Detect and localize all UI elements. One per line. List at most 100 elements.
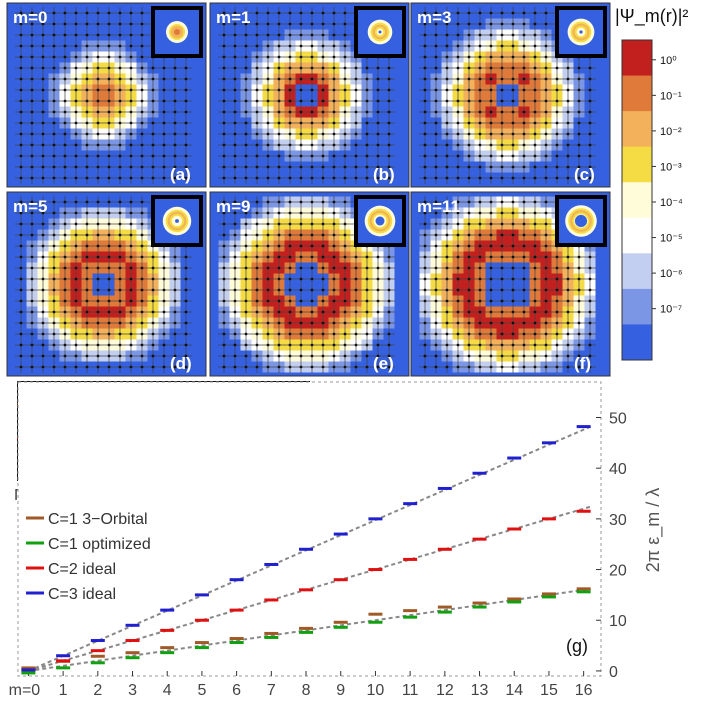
lattice-site (299, 22, 303, 26)
lattice-site (577, 77, 581, 81)
lattice-site (96, 154, 100, 158)
lattice-site (489, 154, 493, 158)
lattice-site (489, 99, 493, 103)
lattice-site (343, 343, 347, 347)
lattice-site (255, 365, 259, 369)
lattice-site (387, 143, 391, 147)
lattice-site (222, 266, 226, 270)
lattice-site (233, 110, 237, 114)
lattice-site (299, 55, 303, 59)
lattice-site (467, 310, 471, 314)
lattice-site (387, 121, 391, 125)
lattice-site (129, 66, 133, 70)
lattice-site (299, 354, 303, 358)
lattice-site (184, 299, 188, 303)
lattice-site (288, 55, 292, 59)
lattice-site (555, 77, 559, 81)
lattice-site (343, 176, 347, 180)
lattice-site (19, 211, 23, 215)
lattice-site (63, 321, 67, 325)
lattice-site (129, 33, 133, 37)
lattice-site (489, 22, 493, 26)
lattice-site (85, 77, 89, 81)
lattice-site (255, 233, 259, 237)
lattice-site (299, 310, 303, 314)
lattice-site (184, 99, 188, 103)
lattice-site (533, 110, 537, 114)
lattice-site (511, 354, 515, 358)
lattice-site (354, 343, 358, 347)
lattice-site (52, 299, 56, 303)
lattice-site (184, 332, 188, 336)
lattice-site (478, 233, 482, 237)
lattice-site (277, 211, 281, 215)
lattice-site (310, 354, 314, 358)
lattice-site (310, 299, 314, 303)
lattice-site (467, 244, 471, 248)
lattice-site (332, 110, 336, 114)
lattice-site (140, 321, 144, 325)
lattice-site (129, 233, 133, 237)
lattice-site (233, 365, 237, 369)
density-panel-c: m=3 (c) (410, 2, 611, 188)
lattice-site (129, 11, 133, 15)
lattice-site (19, 154, 23, 158)
lattice-site (310, 266, 314, 270)
lattice-site (332, 143, 336, 147)
lattice-site (266, 288, 270, 292)
lattice-site (577, 332, 581, 336)
lattice-site (233, 176, 237, 180)
lattice-site (129, 22, 133, 26)
lattice-site (151, 165, 155, 169)
lattice-site (266, 66, 270, 70)
lattice-site (354, 277, 358, 281)
lattice-site (96, 365, 100, 369)
lattice-site (85, 132, 89, 136)
lattice-site (544, 77, 548, 81)
lattice-site (74, 233, 78, 237)
lattice-site (173, 77, 177, 81)
lattice-site (343, 310, 347, 314)
lattice-site (321, 11, 325, 15)
lattice-site (288, 332, 292, 336)
lattice-site (332, 176, 336, 180)
lattice-site (588, 343, 592, 347)
lattice-site (288, 99, 292, 103)
lattice-site (255, 121, 259, 125)
lattice-site (365, 310, 369, 314)
lattice-site (107, 266, 111, 270)
lattice-site (423, 233, 427, 237)
lattice-site (277, 343, 281, 347)
lattice-site (299, 33, 303, 37)
lattice-site (423, 343, 427, 347)
lattice-site (52, 244, 56, 248)
lattice-site (566, 332, 570, 336)
colorbar-tick-label: 10⁻⁵ (660, 233, 683, 245)
lattice-site (310, 343, 314, 347)
lattice-site (500, 255, 504, 259)
lattice-site (277, 154, 281, 158)
lattice-site (566, 110, 570, 114)
lattice-site (544, 143, 548, 147)
lattice-site (19, 310, 23, 314)
lattice-site (41, 266, 45, 270)
lattice-site (277, 44, 281, 48)
lattice-site (588, 77, 592, 81)
lattice-site (434, 200, 438, 204)
lattice-site (96, 288, 100, 292)
lattice-site (151, 310, 155, 314)
lattice-site (118, 33, 122, 37)
y-tick-label: 30 (609, 512, 627, 529)
lattice-site (566, 266, 570, 270)
lattice-site (162, 165, 166, 169)
lattice-site (96, 88, 100, 92)
lattice-site (423, 222, 427, 226)
lattice-site (376, 354, 380, 358)
lattice-site (321, 200, 325, 204)
lattice-site (533, 55, 537, 59)
lattice-site (299, 77, 303, 81)
lattice-site (434, 321, 438, 325)
lattice-site (63, 165, 67, 169)
lattice-site (299, 88, 303, 92)
lattice-site (423, 33, 427, 37)
